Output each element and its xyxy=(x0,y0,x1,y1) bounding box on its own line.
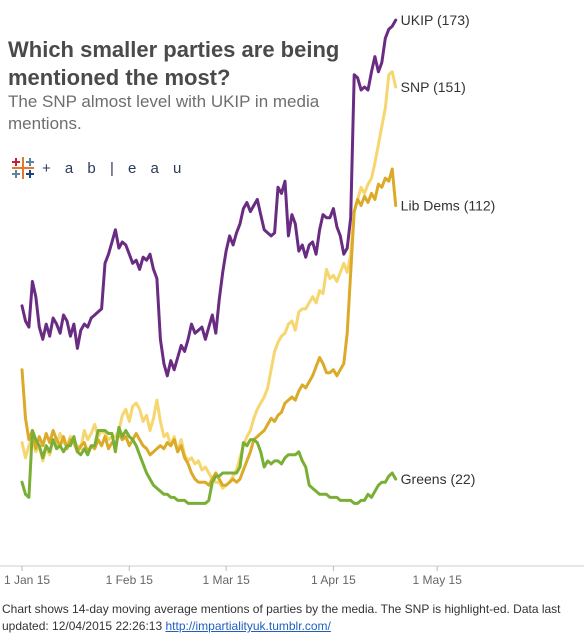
x-tick-label: 1 Feb 15 xyxy=(106,573,154,587)
series-labels: UKIP (173) SNP (151) Lib Dems (112) Greens … xyxy=(401,12,496,487)
chart-title: Which smaller parties are being mentione… xyxy=(8,37,340,90)
series-label-snp: SNP (151) xyxy=(401,79,466,95)
series-line-snp[interactable] xyxy=(20,70,398,490)
x-axis-ticks: 1 Jan 15 1 Feb 15 1 Mar 15 1 Apr 15 1 May 15 xyxy=(4,566,462,587)
footer-note: Chart shows 14-day moving average mentio… xyxy=(2,602,561,633)
tableau-logo[interactable]: + a b | e a u xyxy=(10,155,186,181)
series-layer xyxy=(20,18,398,505)
chart-subtitle: The SNP almost level with UKIP in media … xyxy=(8,92,320,133)
series-label-ukip: UKIP (173) xyxy=(401,12,470,28)
x-tick-label: 1 Mar 15 xyxy=(202,573,250,587)
series-label-greens: Greens (22) xyxy=(401,471,476,487)
series-line-ukip[interactable] xyxy=(20,18,398,378)
footer-link[interactable]: http://impartialityuk.tumblr.com/ xyxy=(165,619,331,633)
series-label-lib-dems: Lib Dems (112) xyxy=(401,198,496,214)
x-tick-label: 1 Jan 15 xyxy=(4,573,50,587)
x-tick-label: 1 Apr 15 xyxy=(311,573,356,587)
tableau-logo-text: + a b | e a u xyxy=(42,159,187,177)
x-tick-label: 1 May 15 xyxy=(413,573,463,587)
tableau-logo-icon xyxy=(12,157,34,179)
chart-footer: Chart shows 14-day moving average mentio… xyxy=(2,601,582,635)
series-line-lib-dems[interactable] xyxy=(20,167,398,487)
series-line-greens[interactable] xyxy=(20,425,398,505)
